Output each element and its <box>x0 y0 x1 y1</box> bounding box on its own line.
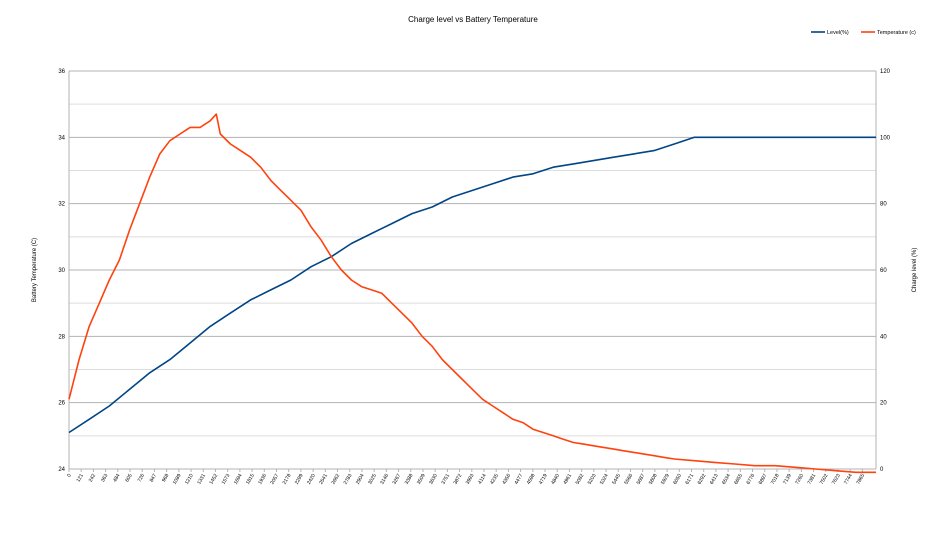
x-tick-label: 726 <box>137 473 146 483</box>
y-right-tick-label: 60 <box>880 268 887 274</box>
x-tick-label: 7381 <box>807 473 818 486</box>
series-temperature-line <box>69 114 876 472</box>
y-left-tick-label: 32 <box>58 202 65 208</box>
x-tick-label: 7260 <box>794 473 805 486</box>
x-tick-label: 6050 <box>672 473 683 486</box>
y-left-tick-label: 34 <box>58 135 65 141</box>
x-tick-label: 847 <box>149 473 158 483</box>
x-tick-label: 1452 <box>208 473 219 486</box>
x-tick-label: 6655 <box>733 473 744 486</box>
x-tick-label: 7623 <box>831 473 842 486</box>
x-axis-ticks: 0 121 242 363 484 605 726 847 968 1089 1210 1331 145… <box>66 469 866 486</box>
x-tick-label: 4235 <box>489 473 500 486</box>
x-tick-label: 7139 <box>782 473 793 486</box>
x-tick-label: 6897 <box>758 473 769 486</box>
y-axis-left-label: Battery Temperature (C) <box>32 238 38 302</box>
x-tick-label: 3630 <box>428 473 439 486</box>
grid-lines <box>69 71 876 469</box>
x-tick-label: 4719 <box>538 473 549 486</box>
x-tick-label: 1210 <box>184 473 195 486</box>
series-level-line <box>69 137 876 432</box>
x-tick-label: 0 <box>66 473 73 479</box>
x-tick-label: 2057 <box>269 473 280 486</box>
x-tick-label: 1331 <box>196 473 207 486</box>
x-tick-label: 484 <box>112 473 121 483</box>
x-tick-label: 5808 <box>648 473 659 486</box>
x-tick-label: 5687 <box>636 473 647 486</box>
x-tick-label: 4961 <box>562 473 573 486</box>
x-tick-label: 2904 <box>355 473 366 486</box>
x-tick-label: 3267 <box>392 473 403 486</box>
x-tick-label: 2420 <box>306 473 317 486</box>
x-tick-label: 363 <box>100 473 109 483</box>
series-lines <box>69 114 876 472</box>
x-tick-label: 3872 <box>453 473 464 486</box>
x-tick-label: 1694 <box>233 473 244 486</box>
x-tick-label: 5445 <box>611 473 622 486</box>
y-axis-right-label: Charge level (%) <box>912 248 918 293</box>
y-left-tick-label: 28 <box>58 334 65 340</box>
x-tick-label: 5566 <box>623 473 634 486</box>
x-tick-label: 2178 <box>282 473 293 486</box>
x-tick-label: 4114 <box>477 473 488 486</box>
y-right-tick-label: 80 <box>880 202 887 208</box>
y-left-tick-label: 30 <box>58 268 65 274</box>
x-tick-label: 605 <box>124 473 133 483</box>
x-tick-label: 3993 <box>465 473 476 486</box>
x-tick-label: 7865 <box>855 473 866 486</box>
x-tick-label: 6171 <box>684 473 695 486</box>
x-tick-label: 4356 <box>501 473 512 486</box>
x-tick-label: 7744 <box>843 473 854 486</box>
x-tick-label: 121 <box>76 473 85 483</box>
x-tick-label: 4840 <box>550 473 561 486</box>
x-tick-label: 6413 <box>709 473 720 486</box>
x-tick-label: 5929 <box>660 473 671 486</box>
legend: Level(%) Temperature (c) <box>811 30 916 36</box>
y-right-tick-label: 100 <box>880 135 891 141</box>
x-tick-label: 6534 <box>721 473 732 486</box>
x-tick-label: 2541 <box>318 473 329 486</box>
x-tick-label: 5203 <box>587 473 598 486</box>
x-tick-label: 3146 <box>379 473 390 486</box>
x-tick-label: 2783 <box>343 473 354 486</box>
y-right-tick-label: 120 <box>880 69 891 75</box>
x-tick-label: 5082 <box>575 473 586 486</box>
x-tick-label: 7018 <box>770 473 781 486</box>
x-tick-label: 6776 <box>746 473 757 486</box>
y-left-tick-label: 36 <box>58 69 65 75</box>
y-axis-left-ticks: 24 26 28 30 32 34 36 <box>58 69 65 473</box>
chart-title: Charge level vs Battery Temperature <box>408 15 538 24</box>
x-tick-label: 7502 <box>819 473 830 486</box>
x-tick-label: 242 <box>88 473 97 483</box>
x-tick-label: 1815 <box>245 473 256 486</box>
x-tick-label: 968 <box>161 473 170 483</box>
x-tick-label: 4598 <box>526 473 537 486</box>
y-right-tick-label: 20 <box>880 401 887 407</box>
x-tick-label: 6292 <box>697 473 708 486</box>
x-tick-label: 3025 <box>367 473 378 486</box>
y-left-tick-label: 26 <box>58 401 65 407</box>
x-tick-label: 4477 <box>514 473 525 486</box>
x-tick-label: 1573 <box>221 473 232 486</box>
x-tick-label: 2662 <box>331 473 342 486</box>
y-axis-right-ticks: 0 20 40 60 80 100 120 <box>880 69 891 473</box>
y-right-tick-label: 40 <box>880 334 887 340</box>
x-tick-label: 5324 <box>599 473 610 486</box>
legend-label: Temperature (c) <box>877 30 916 36</box>
x-tick-label: 2299 <box>294 473 305 486</box>
x-tick-label: 3509 <box>416 473 427 486</box>
legend-label: Level(%) <box>827 30 849 36</box>
x-tick-label: 1089 <box>172 473 183 486</box>
x-tick-label: 3751 <box>440 473 451 486</box>
x-tick-label: 1936 <box>257 473 268 486</box>
x-tick-label: 3388 <box>404 473 415 486</box>
y-right-tick-label: 0 <box>880 467 884 473</box>
y-left-tick-label: 24 <box>58 467 65 473</box>
